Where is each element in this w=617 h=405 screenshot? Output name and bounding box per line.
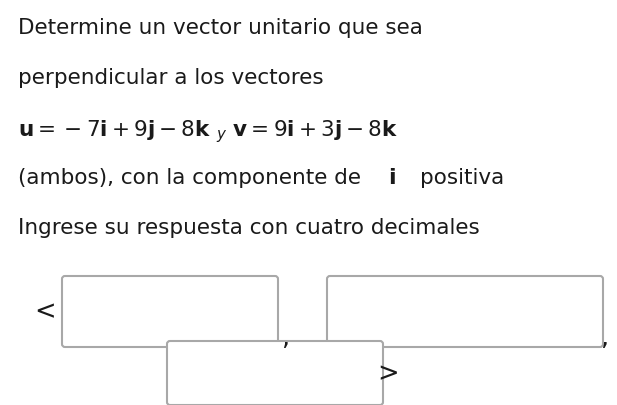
Text: <: < bbox=[34, 298, 56, 324]
FancyBboxPatch shape bbox=[167, 341, 383, 405]
Text: Ingrese su respuesta con cuatro decimales: Ingrese su respuesta con cuatro decimale… bbox=[18, 217, 480, 237]
Text: Determine un vector unitario que sea: Determine un vector unitario que sea bbox=[18, 18, 423, 38]
Text: $\mathbf{u} = -7\mathbf{i} + 9\mathbf{j} - 8\mathbf{k}$$\ _y\ $$\mathbf{v} = 9\m: $\mathbf{u} = -7\mathbf{i} + 9\mathbf{j}… bbox=[18, 118, 398, 145]
Text: ,: , bbox=[281, 324, 289, 350]
FancyBboxPatch shape bbox=[62, 276, 278, 347]
Text: (ambos), con la componente de: (ambos), con la componente de bbox=[18, 168, 361, 188]
FancyBboxPatch shape bbox=[327, 276, 603, 347]
Text: ,: , bbox=[600, 324, 608, 350]
Text: >: > bbox=[377, 360, 399, 386]
Text: positiva: positiva bbox=[420, 168, 504, 188]
Text: perpendicular a los vectores: perpendicular a los vectores bbox=[18, 68, 324, 88]
Text: $\mathbf{i}$: $\mathbf{i}$ bbox=[388, 168, 395, 188]
